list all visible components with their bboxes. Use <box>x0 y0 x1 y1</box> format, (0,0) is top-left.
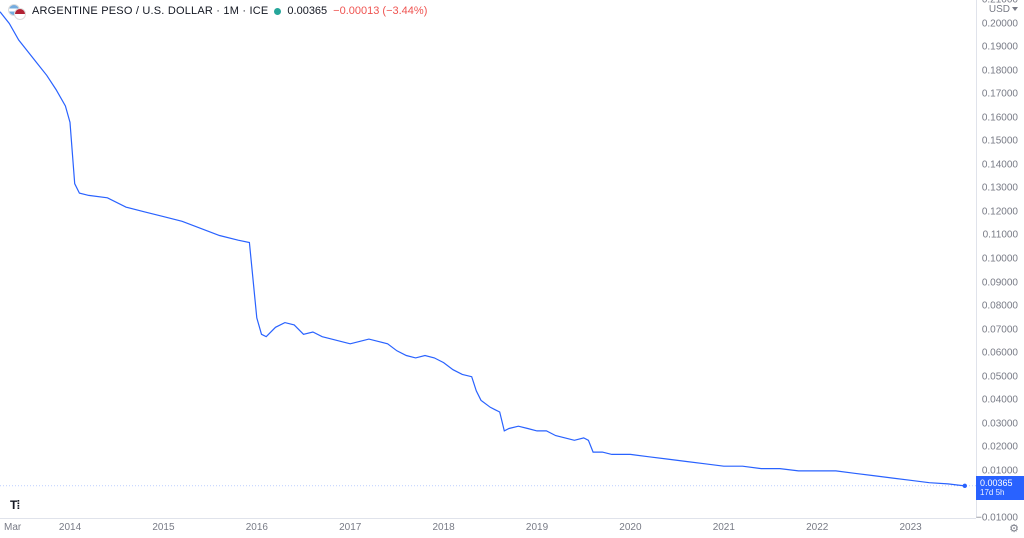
x-tick-label: 2020 <box>619 522 641 533</box>
x-tick-label: 2015 <box>152 522 174 533</box>
y-tick-label: 0.04000 <box>982 395 1018 406</box>
y-tick-label: −0.01000 <box>976 513 1018 524</box>
current-price-tag: 0.0036517d 5h <box>976 476 1024 500</box>
y-axis-unit[interactable]: USD <box>989 4 1018 15</box>
x-tick-label: 2018 <box>433 522 455 533</box>
y-tick-label: 0.07000 <box>982 324 1018 335</box>
y-tick-label: 0.17000 <box>982 89 1018 100</box>
x-tick-label: 2019 <box>526 522 548 533</box>
y-tick-label: 0.20000 <box>982 18 1018 29</box>
tradingview-logo[interactable]: T⁞ <box>10 498 19 512</box>
x-tick-label: 2022 <box>806 522 828 533</box>
y-tick-label: 0.12000 <box>982 206 1018 217</box>
y-tick-label: 0.09000 <box>982 277 1018 288</box>
x-tick-label: Mar <box>4 522 21 533</box>
y-tick-label: 0.14000 <box>982 159 1018 170</box>
y-tick-label: 0.10000 <box>982 254 1018 265</box>
y-tick-label: 0.11000 <box>983 230 1018 241</box>
y-tick-label: 0.16000 <box>982 112 1018 123</box>
x-tick-label: 2021 <box>713 522 735 533</box>
x-tick-label: 2016 <box>246 522 268 533</box>
plot-area[interactable] <box>0 0 976 518</box>
price-line <box>0 12 965 486</box>
y-axis[interactable]: USD −0.010000.000000.010000.020000.03000… <box>976 0 1024 518</box>
y-tick-label: 0.19000 <box>982 42 1018 53</box>
y-tick-label: 0.21000 <box>982 0 1018 6</box>
y-tick-label: 0.15000 <box>982 136 1018 147</box>
y-tick-label: 0.08000 <box>982 301 1018 312</box>
settings-icon[interactable]: ⚙ <box>1008 523 1020 535</box>
last-point-marker <box>963 484 967 488</box>
y-tick-label: 0.13000 <box>982 183 1018 194</box>
x-axis[interactable]: Mar 2014 2015 2016 2017 2018 2019 2020 2021 2022 2… <box>0 518 976 538</box>
y-tick-label: 0.06000 <box>982 348 1018 359</box>
chart-container: ARGENTINE PESO / U.S. DOLLAR · 1M · ICE … <box>0 0 1024 538</box>
x-tick-label: 2017 <box>339 522 361 533</box>
y-tick-label: 0.18000 <box>982 65 1018 76</box>
y-tick-label: 0.03000 <box>982 418 1018 429</box>
x-tick-label: 2014 <box>59 522 81 533</box>
y-tick-label: 0.05000 <box>982 371 1018 382</box>
x-tick-label: 2023 <box>899 522 921 533</box>
chart-svg <box>0 0 976 518</box>
y-tick-label: 0.01000 <box>982 465 1018 476</box>
y-tick-label: 0.02000 <box>982 442 1018 453</box>
